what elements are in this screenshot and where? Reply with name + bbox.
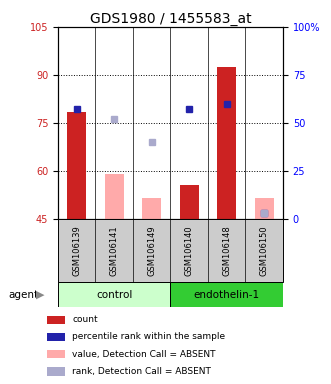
Bar xyxy=(255,198,274,219)
Bar xyxy=(105,174,123,219)
Bar xyxy=(47,333,65,341)
Text: endothelin-1: endothelin-1 xyxy=(194,290,260,300)
Text: ▶: ▶ xyxy=(36,290,45,300)
Bar xyxy=(67,112,86,219)
Title: GDS1980 / 1455583_at: GDS1980 / 1455583_at xyxy=(90,12,251,26)
Bar xyxy=(142,198,161,219)
Bar xyxy=(180,185,199,219)
Text: count: count xyxy=(72,315,98,324)
Bar xyxy=(58,282,170,307)
Bar xyxy=(47,350,65,358)
Bar xyxy=(47,316,65,324)
Text: GSM106150: GSM106150 xyxy=(260,225,269,276)
Text: GSM106141: GSM106141 xyxy=(110,225,119,276)
Bar xyxy=(217,67,236,219)
Text: percentile rank within the sample: percentile rank within the sample xyxy=(72,333,225,341)
Text: rank, Detection Call = ABSENT: rank, Detection Call = ABSENT xyxy=(72,367,211,376)
Text: value, Detection Call = ABSENT: value, Detection Call = ABSENT xyxy=(72,350,216,359)
Text: GSM106148: GSM106148 xyxy=(222,225,231,276)
Bar xyxy=(170,282,283,307)
Text: GSM106149: GSM106149 xyxy=(147,225,156,276)
Text: GSM106139: GSM106139 xyxy=(72,225,81,276)
Text: agent: agent xyxy=(8,290,38,300)
Text: control: control xyxy=(96,290,132,300)
Bar xyxy=(47,367,65,376)
Text: GSM106140: GSM106140 xyxy=(185,225,194,276)
